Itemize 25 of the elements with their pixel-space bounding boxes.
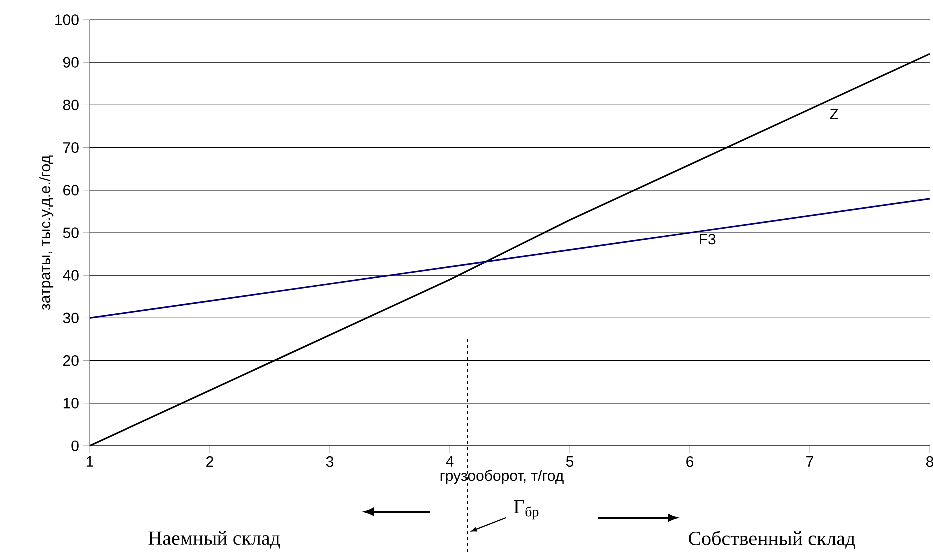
y-tick-label: 50: [63, 228, 79, 238]
x-tick-label: 3: [326, 456, 334, 468]
y-axis-title: затраты, тыс.у.д.е./год: [40, 156, 54, 310]
series-label: F3: [700, 234, 716, 245]
x-axis-title: грузооборот, т/год: [440, 470, 564, 484]
x-tick-label: 2: [206, 456, 214, 468]
x-tick-label: 5: [566, 456, 574, 467]
x-tick-label: 6: [686, 456, 694, 468]
y-tick-label: 30: [63, 312, 79, 324]
y-tick-label: 80: [63, 100, 79, 111]
y-tick-label: 60: [64, 185, 79, 196]
ref-line-label: Г$_{бр}$: [514, 500, 539, 520]
x-tick-label: 4: [446, 456, 454, 467]
y-tick-label: 100: [56, 14, 79, 26]
text: Собственный склад: [689, 530, 856, 550]
y-tick-label: 40: [63, 270, 79, 281]
y-tick-label: 0: [72, 440, 79, 452]
y-tick-label: 20: [64, 355, 79, 366]
y-tick-label: 10: [64, 398, 79, 409]
y-tick-label: 90: [63, 57, 79, 68]
x-tick-label: 7: [806, 456, 814, 467]
text: Наемный склад: [148, 531, 280, 549]
y-tick-label: 70: [64, 142, 79, 154]
x-tick-label: 1: [86, 456, 94, 467]
series-label: Z: [830, 109, 838, 120]
